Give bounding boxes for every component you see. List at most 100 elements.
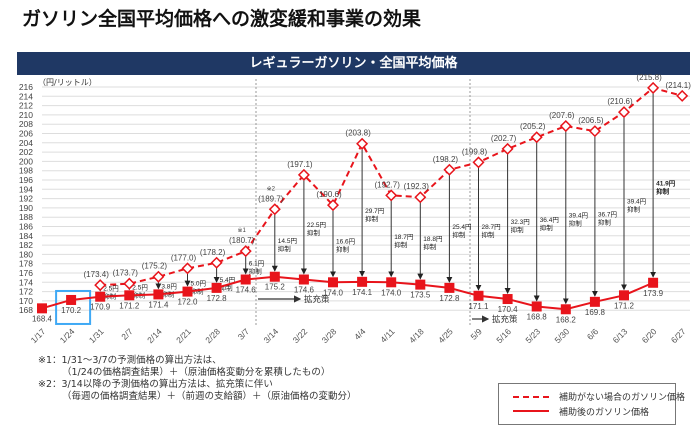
without-subsidy-label: (177.0): [171, 253, 197, 262]
with-subsidy-label: 171.4: [148, 300, 169, 309]
y-tick-label: 212: [19, 101, 33, 111]
with-subsidy-point: [328, 277, 338, 288]
y-tick-label: 176: [19, 268, 33, 278]
with-subsidy-point: [211, 282, 222, 293]
x-tick-label: 5/16: [494, 326, 513, 345]
suppression-label: 抑制: [569, 219, 583, 228]
y-tick-label: 196: [19, 175, 33, 185]
with-subsidy-point: [473, 290, 484, 301]
chart-title: レギュラーガソリン・全国平均価格: [17, 52, 690, 75]
with-subsidy-point: [386, 277, 397, 288]
with-subsidy-point: [589, 296, 600, 307]
x-tick-label: 6/6: [585, 326, 601, 342]
with-subsidy-label: 173.9: [643, 289, 664, 298]
suppression-amount: 36.4円: [540, 216, 559, 224]
x-tick-label: 4/25: [436, 326, 455, 345]
y-tick-label: 186: [19, 222, 33, 232]
without-subsidy-label: (192.3): [404, 182, 430, 191]
suppression-label: 抑制: [511, 225, 524, 234]
without-subsidy-point: [268, 203, 281, 216]
with-subsidy-point: [502, 294, 513, 305]
with-subsidy-label: 171.2: [614, 301, 635, 310]
y-tick-label: 204: [19, 138, 33, 148]
y-tick-label: 216: [19, 82, 33, 92]
without-subsidy-point: [297, 168, 310, 181]
without-subsidy-point: [472, 156, 485, 169]
without-subsidy-point: [530, 131, 543, 144]
suppression-amount: 32.3円: [511, 218, 530, 226]
suppression-label: 抑制: [220, 283, 234, 292]
y-tick-label: 200: [19, 156, 33, 166]
y-tick-label: 198: [19, 166, 33, 176]
without-subsidy-label: (214.1): [666, 81, 692, 90]
without-subsidy-point: [588, 125, 601, 138]
x-tick-label: 5/9: [468, 326, 484, 342]
legend-swatches: [513, 396, 549, 412]
with-subsidy-point: [153, 289, 164, 300]
y-tick-label: 168: [19, 305, 33, 315]
x-tick-label: 4/18: [407, 326, 426, 345]
with-subsidy-label: 174.1: [352, 288, 373, 297]
without-subsidy-point: [181, 262, 194, 275]
with-subsidy-point: [531, 301, 542, 312]
with-subsidy-label: 170.9: [90, 303, 111, 312]
without-subsidy-label: (207.6): [549, 111, 575, 120]
suppression-label: 抑制: [540, 223, 554, 232]
with-subsidy-point: [619, 290, 629, 301]
policy-label: 拡充策: [492, 314, 518, 324]
x-tick-label: 6/13: [611, 326, 630, 345]
suppression-amount: 14.5円: [278, 237, 297, 245]
with-subsidy-point: [37, 303, 47, 314]
suppression-amount: 25.4円: [452, 223, 471, 231]
suppression-amount: 39.4円: [569, 212, 588, 220]
y-tick-label: 190: [19, 203, 33, 213]
without-subsidy-point: [617, 106, 631, 119]
with-subsidy-point: [298, 274, 309, 285]
y-tick-label: 178: [19, 259, 33, 269]
y-tick-label: 210: [19, 110, 33, 120]
suppression-amount: 18.7円: [394, 233, 413, 241]
with-subsidy-label: 170.2: [61, 306, 82, 315]
with-subsidy-point: [415, 279, 426, 290]
suppression-label: 抑制: [365, 214, 379, 223]
with-subsidy-point: [444, 282, 455, 293]
with-subsidy-point: [95, 291, 106, 302]
with-subsidy-point: [648, 277, 659, 288]
suppression-label: 抑制: [249, 266, 263, 275]
y-tick-label: 214: [19, 91, 33, 101]
suppression-label: 抑制: [423, 242, 437, 251]
suppression-amount: 6.1円: [249, 259, 265, 267]
note-mark: ※1: [238, 227, 247, 234]
x-tick-label: 2/21: [174, 326, 193, 345]
suppression-amount: 22.5円: [307, 221, 326, 229]
suppression-label: 抑制: [656, 186, 670, 195]
x-tick-label: 5/30: [552, 326, 571, 345]
series-with-subsidy-line: [41, 275, 654, 311]
policy-label: 拡充策: [304, 294, 330, 304]
legend-label-with: 補助後のガソリン価格: [559, 408, 650, 418]
with-subsidy-label: 168.4: [32, 314, 53, 323]
without-subsidy-point: [676, 89, 689, 102]
x-tick-label: 6/20: [640, 326, 659, 345]
with-subsidy-label: 170.4: [498, 305, 519, 314]
suppression-amount: 18.8円: [423, 235, 442, 243]
y-tick-label: 192: [19, 194, 33, 204]
with-subsidy-label: 175.2: [265, 283, 286, 292]
with-subsidy-label: 169.8: [585, 308, 606, 317]
without-subsidy-point: [326, 199, 340, 212]
suppression-label: 抑制: [278, 244, 292, 253]
without-subsidy-point: [559, 120, 572, 133]
with-subsidy-label: 172.0: [177, 298, 198, 307]
footnote-1: ※1：1/31～3/7の予測価格の算出方法は、: [38, 355, 222, 366]
highlight-box: [55, 289, 92, 325]
without-subsidy-point: [210, 256, 223, 269]
footnote-2: ※2：3/14以降の予測価格の算出方法は、拡充策に伴い: [38, 379, 273, 390]
suppression-amount: 29.7円: [365, 207, 384, 215]
x-tick-label: 2/28: [203, 326, 222, 345]
suppression-amount: 28.7円: [482, 223, 501, 231]
suppression-label: 抑制: [482, 230, 496, 239]
without-subsidy-label: (205.2): [520, 122, 546, 131]
x-tick-label: 3/28: [320, 326, 339, 345]
with-subsidy-label: 171.2: [119, 301, 140, 310]
